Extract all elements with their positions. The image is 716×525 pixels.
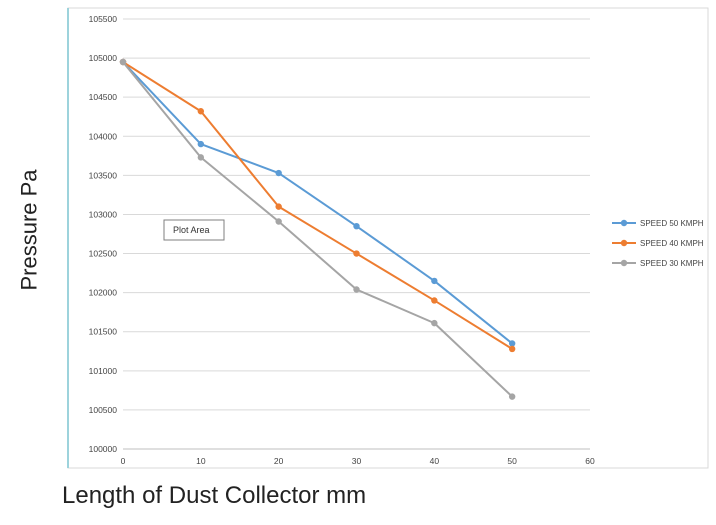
data-point <box>353 250 360 257</box>
y-tick-label: 104000 <box>89 131 118 141</box>
x-tick-labels: 0 10 20 30 40 50 60 <box>121 456 595 466</box>
data-point <box>197 140 205 148</box>
data-point <box>508 393 516 400</box>
series-line <box>122 61 513 398</box>
series-line <box>122 61 513 350</box>
legend: SPEED 50 KMPH SPEED 40 KMPH SPEED 30 KMPH <box>612 219 704 268</box>
legend-label: SPEED 30 KMPH <box>640 259 704 268</box>
y-tick-label: 101500 <box>89 327 118 337</box>
data-point <box>275 203 282 210</box>
series-group <box>119 58 516 400</box>
series-line <box>122 61 513 345</box>
data-point <box>275 218 282 225</box>
y-tick-labels: 100000 100500 101000 101500 102000 102500 1030… <box>89 14 118 454</box>
x-tick-label: 60 <box>585 456 595 466</box>
data-point <box>431 319 438 327</box>
plot-area-tooltip: Plot Area <box>163 219 225 241</box>
y-tick-label: 105000 <box>89 53 118 63</box>
gridlines <box>123 18 590 450</box>
plot-area-tooltip-box <box>163 219 225 241</box>
data-point <box>275 169 282 177</box>
y-tick-label: 104500 <box>89 92 118 102</box>
y-tick-label: 102500 <box>89 249 118 259</box>
y-tick-label: 101000 <box>89 366 118 376</box>
legend-label: SPEED 40 KMPH <box>640 239 704 248</box>
x-tick-label: 30 <box>352 456 362 466</box>
x-tick-label: 20 <box>274 456 284 466</box>
legend-marker <box>620 219 628 227</box>
legend-label: SPEED 50 KMPH <box>640 219 704 228</box>
data-point <box>353 286 360 293</box>
legend-marker <box>620 239 628 247</box>
line-chart: 1000001005001010001015001020001025001030… <box>67 7 709 469</box>
data-point <box>197 154 205 161</box>
data-point <box>431 297 438 304</box>
x-tick-label: 50 <box>507 456 517 466</box>
data-point <box>119 58 127 66</box>
legend-marker <box>620 259 628 267</box>
y-tick-label: 100500 <box>89 405 118 415</box>
x-tick-label: 0 <box>121 456 126 466</box>
y-tick-label: 100000 <box>89 444 118 454</box>
y-tick-label: 105500 <box>89 14 118 24</box>
x-tick-label: 10 <box>196 456 206 466</box>
x-axis-title: Length of Dust Collector mm <box>62 482 367 509</box>
data-point <box>431 277 438 285</box>
plot-area-tooltip-label: Plot Area <box>173 225 210 235</box>
y-tick-label: 103500 <box>89 170 118 180</box>
y-tick-label: 103000 <box>89 209 118 219</box>
data-point <box>353 222 360 230</box>
data-point <box>508 345 516 353</box>
y-tick-label: 102000 <box>89 288 118 298</box>
data-point <box>508 340 516 347</box>
x-tick-label: 40 <box>430 456 440 466</box>
data-point <box>197 108 205 115</box>
